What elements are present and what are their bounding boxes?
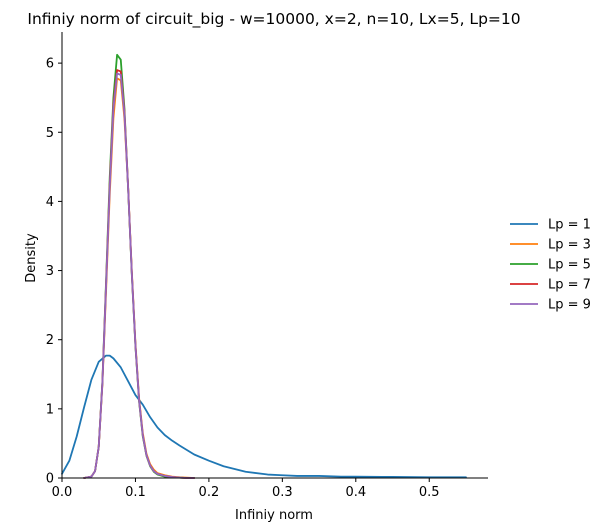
y-tick-label: 2 bbox=[46, 333, 54, 348]
legend-label: Lp = 1 bbox=[548, 218, 591, 233]
x-tick-label: 0.4 bbox=[345, 485, 366, 500]
legend-label: Lp = 9 bbox=[548, 298, 591, 313]
y-tick-label: 6 bbox=[46, 57, 54, 72]
legend-entry: Lp = 7 bbox=[510, 278, 591, 293]
y-tick-label: 4 bbox=[46, 195, 54, 210]
series-line-1 bbox=[61, 354, 467, 479]
x-axis: 0.0 0.1 0.2 0.3 0.4 0.5 bbox=[52, 477, 488, 500]
plot-area bbox=[61, 53, 467, 479]
y-tick-label: 1 bbox=[46, 402, 54, 417]
legend-label: Lp = 7 bbox=[548, 278, 591, 293]
y-axis-label: Density bbox=[24, 233, 39, 283]
series-line-5 bbox=[83, 72, 196, 479]
legend-entry: Lp = 1 bbox=[510, 218, 591, 233]
x-tick-label: 0.2 bbox=[199, 485, 220, 500]
x-tick-label: 0.1 bbox=[125, 485, 146, 500]
y-tick-label: 5 bbox=[46, 126, 54, 141]
y-axis: 0 1 2 3 4 5 6 bbox=[46, 32, 63, 487]
y-tick-label: 3 bbox=[46, 264, 54, 279]
legend-entry: Lp = 3 bbox=[510, 238, 591, 253]
x-tick-label: 0.3 bbox=[272, 485, 293, 500]
y-tick-label: 0 bbox=[46, 472, 54, 487]
legend-label: Lp = 5 bbox=[548, 258, 591, 273]
legend: Lp = 1 Lp = 3 Lp = 5 Lp = 7 Lp = 9 bbox=[510, 218, 591, 313]
legend-label: Lp = 3 bbox=[548, 238, 591, 253]
legend-entry: Lp = 9 bbox=[510, 298, 591, 313]
x-axis-label: Infiniy norm bbox=[235, 508, 313, 523]
x-tick-label: 0.0 bbox=[52, 485, 73, 500]
x-tick-label: 0.5 bbox=[419, 485, 440, 500]
legend-entry: Lp = 5 bbox=[510, 258, 591, 273]
chart-title: Infiniy norm of circuit_big - w=10000, x… bbox=[27, 10, 520, 29]
